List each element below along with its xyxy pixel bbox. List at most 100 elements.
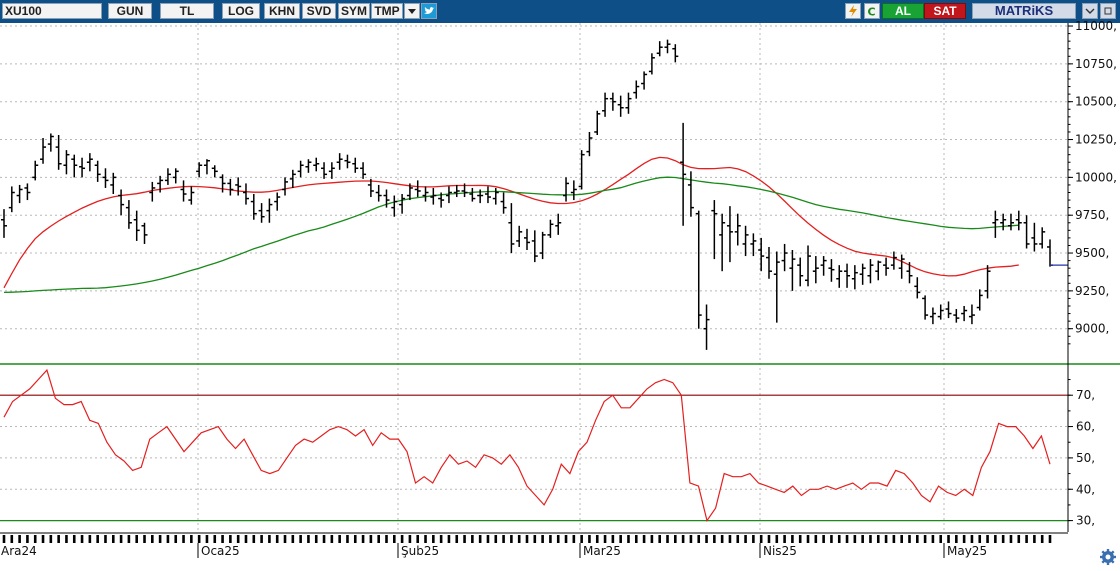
minimize-icon[interactable] xyxy=(1100,3,1116,19)
ohlc-bar xyxy=(110,172,117,195)
x-month-label: Şub25 xyxy=(401,544,439,558)
ohlc-bar xyxy=(32,160,39,181)
ohlc-bar xyxy=(586,131,593,157)
period-button[interactable]: GUN xyxy=(108,3,152,19)
ohlc-bar xyxy=(157,175,164,193)
ohlc-bar xyxy=(477,189,484,204)
ohlc-bar xyxy=(149,181,156,202)
price-tick-label: 11000, xyxy=(1075,19,1117,33)
ohlc-bar xyxy=(602,92,609,117)
ohlc-bar xyxy=(1007,213,1014,231)
ohlc-bar xyxy=(703,304,710,350)
ohlc-bar xyxy=(539,231,546,260)
x-month-label: Mar25 xyxy=(583,544,621,558)
ohlc-bar xyxy=(890,251,897,270)
ohlc-bar xyxy=(929,307,936,325)
ohlc-bar xyxy=(164,168,171,185)
ohlc-bar xyxy=(945,301,952,319)
buy-button[interactable]: AL xyxy=(882,3,924,19)
chevron-down-icon[interactable] xyxy=(1082,3,1098,19)
tmp-button[interactable]: TMP xyxy=(371,3,403,19)
ohlc-bar xyxy=(40,138,47,164)
ohlc-bar xyxy=(594,110,601,135)
ohlc-bar xyxy=(63,150,70,175)
ohlc-bar xyxy=(898,254,905,279)
ohlc-bar xyxy=(469,187,476,202)
x-month-label: Oca25 xyxy=(201,544,240,558)
ohlc-bar xyxy=(867,259,874,284)
dropdown-arrow-icon[interactable] xyxy=(404,3,420,19)
ohlc-bar xyxy=(118,189,125,216)
ohlc-bar xyxy=(922,295,929,320)
ohlc-bar xyxy=(758,237,765,272)
lightning-icon[interactable] xyxy=(845,3,861,19)
ohlc-bar xyxy=(313,157,320,172)
ohlc-bar xyxy=(968,304,975,325)
settings-gear-icon[interactable] xyxy=(1098,548,1118,566)
ohlc-bar xyxy=(656,41,663,57)
ohlc-bar xyxy=(609,92,616,111)
symbol-selector[interactable]: XU100 xyxy=(2,3,102,19)
ohlc-bar xyxy=(461,183,468,198)
sym-button[interactable]: SYM xyxy=(338,3,370,19)
ohlc-bar xyxy=(1031,222,1038,252)
ohlc-bar xyxy=(266,198,273,223)
ohlc-bar xyxy=(1000,213,1007,231)
ohlc-bar xyxy=(196,162,203,178)
ohlc-bar xyxy=(648,53,655,75)
price-tick-label: 9500, xyxy=(1075,246,1109,260)
ohlc-bar xyxy=(422,186,429,202)
ohlc-bar xyxy=(297,160,304,178)
ohlc-bar xyxy=(531,230,538,263)
ohlc-bar xyxy=(664,39,671,54)
ohlc-bar xyxy=(992,210,999,238)
ohlc-bar xyxy=(711,200,718,260)
ohlc-bar xyxy=(555,213,562,235)
ohlc-bar xyxy=(391,195,398,217)
moving-average-lines xyxy=(3,156,1019,294)
ohlc-bar xyxy=(211,165,218,178)
currency-button[interactable]: TL xyxy=(160,3,214,19)
ohlc-bar xyxy=(1039,227,1046,249)
ohlc-bar xyxy=(828,259,835,282)
ohlc-bar xyxy=(953,309,960,323)
khn-button[interactable]: KHN xyxy=(264,3,300,19)
ohlc-bar xyxy=(742,225,749,257)
ohlc-bar xyxy=(235,177,242,196)
ohlc-bar xyxy=(805,245,812,287)
ohlc-bar xyxy=(399,194,406,214)
log-button[interactable]: LOG xyxy=(222,3,260,19)
ohlc-bar xyxy=(812,256,819,284)
ohlc-bar xyxy=(578,150,585,190)
ohlc-bar xyxy=(274,192,281,211)
gridlines xyxy=(0,23,1068,530)
ohlc-bar xyxy=(367,178,374,198)
ohlc-bar xyxy=(55,134,62,170)
ohlc-bar xyxy=(633,80,640,99)
x-month-label: May25 xyxy=(947,544,987,558)
ohlc-bar xyxy=(1015,210,1022,231)
ohlc-bar xyxy=(719,213,726,272)
ohlc-bar xyxy=(726,206,733,263)
ohlc-bar xyxy=(820,256,827,276)
price-tick-label: 10500, xyxy=(1075,95,1117,109)
x-axis: Ara24 Oca25 Şub25 Mar25 Nis25 May25 xyxy=(0,532,1068,558)
ohlc-bar xyxy=(188,186,195,205)
svd-button[interactable]: SVD xyxy=(302,3,336,19)
ohlc-bar xyxy=(859,263,866,285)
twitter-bird-icon[interactable] xyxy=(421,3,437,19)
refresh-c-icon[interactable]: C xyxy=(864,3,880,19)
ohlc-bar xyxy=(789,250,796,291)
price-tick-label: 10750, xyxy=(1075,57,1117,71)
ohlc-bar xyxy=(765,246,772,279)
ohlc-bar xyxy=(961,306,968,322)
ohlc-bar xyxy=(508,203,515,254)
ohlc-bar xyxy=(875,260,882,281)
rsi-tick-label: 50, xyxy=(1076,451,1095,465)
ohlc-bar xyxy=(141,222,148,244)
ohlc-bar xyxy=(836,265,843,288)
ohlc-bar xyxy=(102,168,109,188)
price-tick-label: 9250, xyxy=(1075,284,1109,298)
ohlc-bar xyxy=(1047,239,1053,267)
sell-button[interactable]: SAT xyxy=(924,3,966,19)
